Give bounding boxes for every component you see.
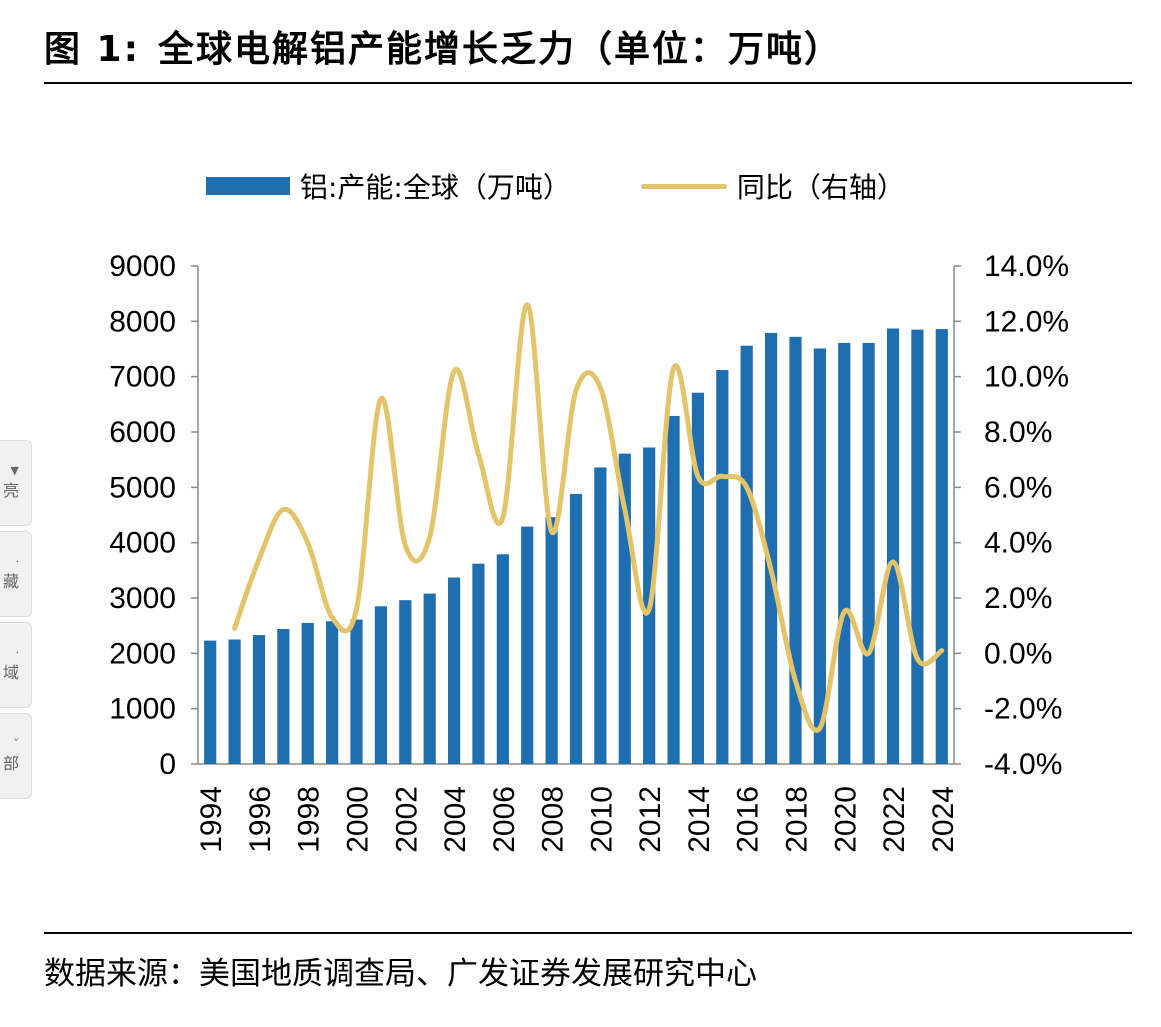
- dot-icon: ·: [15, 555, 20, 568]
- bar-2005: [472, 563, 485, 764]
- y-right-tick-label: 10.0%: [984, 361, 1069, 394]
- x-tick-label: 1998: [293, 786, 326, 853]
- y-left-tick-label: 7000: [109, 361, 176, 394]
- side-tab-2[interactable]: · 域: [0, 622, 32, 708]
- bar-2004: [447, 577, 461, 764]
- x-tick-label: 2006: [488, 786, 521, 853]
- side-tab-label: 藏: [2, 572, 19, 591]
- x-tick-label: 1996: [244, 786, 277, 853]
- x-tick-label: 2014: [683, 786, 716, 853]
- bar-2016: [740, 345, 753, 764]
- bar-1999: [326, 621, 339, 764]
- legend-line-swatch: [640, 183, 727, 189]
- bar-2019: [813, 348, 826, 764]
- bar-2023: [911, 329, 924, 764]
- bar-2003: [423, 593, 436, 764]
- bar-2008: [545, 517, 558, 764]
- bar-2021: [862, 342, 875, 764]
- bar-2009: [569, 493, 583, 764]
- chevron-down-icon: ▼: [10, 464, 19, 477]
- x-tick-label: 2022: [878, 786, 911, 853]
- bar-2012: [643, 447, 656, 764]
- y-right-tick-label: 12.0%: [984, 305, 1069, 338]
- bar-2000: [350, 619, 363, 764]
- x-tick-label: 2008: [537, 786, 570, 853]
- legend-bar-swatch: [206, 177, 290, 195]
- side-tab-3[interactable]: ˅ 部: [0, 713, 32, 799]
- title-divider: [44, 82, 1132, 84]
- x-tick-label: 2024: [927, 786, 960, 853]
- bar-1995: [228, 639, 241, 764]
- y-left-tick-label: 5000: [109, 471, 176, 504]
- x-tick-label: 2020: [829, 786, 862, 853]
- y-right-tick-label: 6.0%: [984, 471, 1052, 504]
- y-left-tick-label: 3000: [109, 582, 176, 615]
- legend-bar-label: 铝:产能:全球（万吨）: [300, 171, 571, 204]
- side-tab-label: 域: [2, 663, 19, 682]
- figure-title: 全球电解铝产能增长乏力（单位：万吨）: [157, 29, 842, 70]
- bar-2006: [496, 554, 509, 764]
- bar-2015: [716, 370, 729, 764]
- y-left-tick-label: 1000: [109, 693, 176, 726]
- bar-2022: [886, 328, 900, 764]
- bar-2013: [667, 415, 680, 764]
- bar-2014: [691, 392, 705, 764]
- side-tab-0[interactable]: ▼ 亮: [0, 440, 32, 526]
- bar-2002: [399, 600, 412, 764]
- bar-2020: [838, 342, 851, 764]
- arrow-icon: ˅: [13, 737, 20, 750]
- y-right-tick-label: 4.0%: [984, 527, 1052, 560]
- bar-2007: [521, 526, 534, 764]
- data-source-note: 数据来源：美国地质调查局、广发证券发展研究中心: [44, 956, 757, 992]
- chart-legend: 铝:产能:全球（万吨） 同比（右轴）: [206, 166, 905, 206]
- figure-label: 图 1:: [44, 29, 140, 70]
- bar-2018: [789, 336, 802, 764]
- y-right-tick-label: -4.0%: [984, 748, 1062, 781]
- y-left-tick-label: 9000: [109, 250, 176, 283]
- bar-1994: [204, 640, 217, 764]
- bar-1996: [252, 635, 266, 764]
- side-tab-label: 部: [2, 754, 19, 773]
- x-tick-label: 2018: [780, 786, 813, 853]
- x-tick-label: 2000: [342, 786, 375, 853]
- y-left-tick-label: 8000: [109, 305, 176, 338]
- y-right-tick-label: 2.0%: [984, 582, 1052, 615]
- dot-icon: ·: [15, 646, 20, 659]
- y-left-tick-label: 2000: [109, 637, 176, 670]
- bar-1998: [301, 622, 314, 764]
- y-left-tick-label: 0: [159, 748, 176, 781]
- y-right-tick-label: 8.0%: [984, 416, 1052, 449]
- x-tick-label: 2002: [390, 786, 423, 853]
- side-tab-label: 亮: [2, 481, 19, 500]
- source-divider: [44, 932, 1132, 934]
- bar-2011: [618, 453, 631, 764]
- x-tick-label: 2012: [634, 786, 667, 853]
- bar-2001: [374, 606, 387, 764]
- x-tick-label: 2016: [732, 786, 765, 853]
- bar-2024: [935, 329, 948, 764]
- side-toolbar: ▼ 亮 · 藏 · 域 ˅ 部: [0, 440, 33, 804]
- yoy-growth-line: [232, 302, 945, 733]
- y-left-tick-label: 4000: [109, 527, 176, 560]
- side-tab-1[interactable]: · 藏: [0, 531, 32, 617]
- bar-2010: [594, 467, 607, 764]
- figure-title-row: 图 1: 全球电解铝产能增长乏力（单位：万吨）: [44, 20, 842, 72]
- y-left-tick-label: 6000: [109, 416, 176, 449]
- x-tick-label: 2010: [585, 786, 618, 853]
- y-right-tick-label: -2.0%: [984, 693, 1062, 726]
- y-right-tick-label: 14.0%: [984, 250, 1069, 283]
- bar-2017: [765, 332, 778, 764]
- bar-1997: [277, 628, 290, 764]
- y-right-tick-label: 0.0%: [984, 637, 1052, 670]
- x-tick-label: 2004: [439, 786, 472, 853]
- x-tick-label: 1994: [195, 786, 228, 853]
- legend-line-label: 同比（右轴）: [736, 171, 905, 204]
